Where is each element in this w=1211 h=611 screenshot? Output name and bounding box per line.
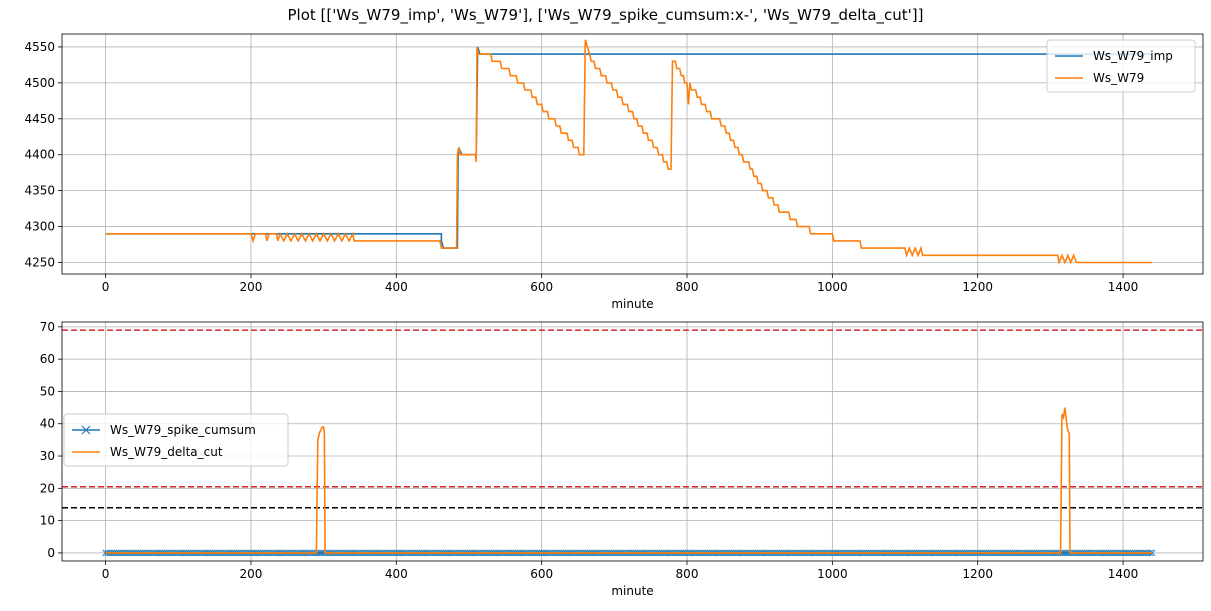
x-tick-label: 1400 xyxy=(1108,280,1139,294)
plot-1: 0 200 400 600 800 1000 1200 1400 4250 4300 4350 440… xyxy=(24,33,1204,311)
y-tick-label: 30 xyxy=(40,449,55,463)
legend-marker xyxy=(81,425,91,435)
y-tick-label: 40 xyxy=(40,417,55,431)
legend-box xyxy=(1046,39,1196,93)
x-tick-label: 200 xyxy=(240,280,263,294)
x-tick-label: 1400 xyxy=(1108,567,1139,581)
legend-label: Ws_W79_imp xyxy=(1093,49,1173,63)
y-tick-label: 60 xyxy=(40,352,55,366)
y-tick-label: 4300 xyxy=(24,220,55,234)
legend-label: Ws_W79 xyxy=(1093,71,1144,85)
y-tick-label: 4400 xyxy=(24,148,55,162)
series-line-2 xyxy=(105,407,1153,554)
x-axis-label: minute xyxy=(611,297,653,311)
legend: Ws_W79_spike_cumsum Ws_W79_delta_cut xyxy=(63,413,289,467)
y-tick-label: 4450 xyxy=(24,112,55,126)
y-tick-label: 50 xyxy=(40,384,55,398)
axes-frame xyxy=(61,321,1204,562)
x-axis-label: minute xyxy=(611,584,653,598)
y-tick-label: 4250 xyxy=(24,256,55,270)
x-tick-label: 600 xyxy=(530,280,553,294)
x-tick-label: 600 xyxy=(530,567,553,581)
legend-box xyxy=(63,413,289,467)
x-tick-label: 400 xyxy=(385,567,408,581)
series-line-2 xyxy=(105,39,1153,266)
series-line-1 xyxy=(105,46,1153,249)
y-tick-label: 10 xyxy=(40,514,55,528)
x-tick-label: 400 xyxy=(385,280,408,294)
y-tick-label: 20 xyxy=(40,481,55,495)
x-tick-label: 0 xyxy=(102,567,110,581)
figure-title: Plot [['Ws_W79_imp', 'Ws_W79'], ['Ws_W79… xyxy=(287,6,924,24)
series-marker xyxy=(1148,549,1156,557)
y-tick-label: 4550 xyxy=(24,40,55,54)
x-tick-label: 1000 xyxy=(817,280,848,294)
legend-label: Ws_W79_delta_cut xyxy=(110,445,223,459)
y-tick-label: 0 xyxy=(47,546,55,560)
x-tick-label: 200 xyxy=(240,567,263,581)
y-tick-label: 70 xyxy=(40,320,55,334)
y-tick-label: 4350 xyxy=(24,184,55,198)
x-tick-label: 0 xyxy=(102,280,110,294)
x-tick-label: 1000 xyxy=(817,567,848,581)
legend-label: Ws_W79_spike_cumsum xyxy=(110,423,256,437)
y-tick-label: 4500 xyxy=(24,76,55,90)
axes-frame xyxy=(61,33,1204,275)
x-tick-label: 800 xyxy=(676,280,699,294)
x-tick-label: 800 xyxy=(676,567,699,581)
plot-2: 0 200 400 600 800 1000 1200 1400 0 10 20 30 40 50 60 70… xyxy=(40,320,1204,598)
x-tick-label: 1200 xyxy=(962,567,993,581)
x-tick-label: 1200 xyxy=(962,280,993,294)
legend: Ws_W79_imp Ws_W79 xyxy=(1046,39,1196,93)
